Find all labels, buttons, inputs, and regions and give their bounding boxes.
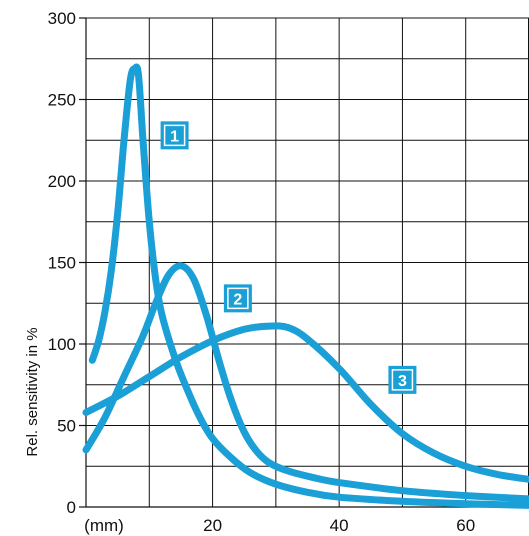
y-tick-label: 50: [57, 417, 76, 436]
marker-inner-border: [227, 287, 249, 310]
y-tick-label: 100: [48, 335, 76, 354]
y-tick-label: 250: [48, 91, 76, 110]
x-tick-label: 60: [456, 516, 475, 535]
axes: [79, 17, 529, 508]
series-2-line: [82, 262, 529, 503]
y-axis-label: Rel. sensitivity in %: [24, 327, 41, 456]
marker-label: 3: [398, 373, 407, 390]
tick-labels: 0 50 100 150 200 250 300 20 40 60: [48, 9, 476, 535]
y-tick-label: 200: [48, 172, 76, 191]
series-3-line: [82, 322, 529, 483]
x-tick-label: 40: [330, 516, 349, 535]
y-tick-label: 0: [67, 498, 76, 517]
series-layer: [82, 63, 529, 509]
marker-inner-border: [163, 124, 186, 147]
series-1-line: [88, 63, 529, 509]
marker-label: 1: [170, 128, 179, 145]
marker-label: 2: [233, 291, 242, 308]
y-tick-label: 300: [48, 9, 76, 28]
marker-inner-border: [391, 369, 414, 391]
x-axis-unit-label: (mm): [84, 516, 124, 535]
series-markers: 1 2 3: [160, 121, 417, 394]
series-3-marker: 3: [388, 365, 417, 394]
series-2-marker: 2: [223, 284, 252, 313]
series-1-marker: 1: [160, 121, 189, 150]
y-tick-label: 150: [48, 254, 76, 273]
x-tick-label: 20: [203, 516, 222, 535]
